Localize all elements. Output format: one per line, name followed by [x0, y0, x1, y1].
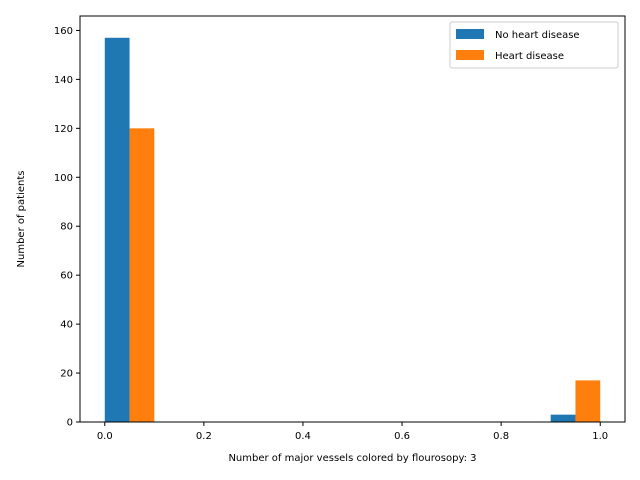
legend-label-no-heart-disease: No heart disease — [495, 30, 580, 41]
x-axis-ticks: 0.0 0.2 0.4 0.6 0.8 1.0 — [97, 422, 608, 442]
y-tick-label: 20 — [60, 369, 73, 380]
axes-frame — [79, 15, 626, 423]
y-tick-label: 120 — [54, 124, 73, 135]
bar-heart-disease-bin-1 — [575, 380, 601, 422]
y-axis-title: Number of patients — [16, 171, 27, 268]
x-tick-label: 0.0 — [97, 431, 113, 442]
y-tick-label: 60 — [60, 271, 73, 282]
y-tick-label: 100 — [54, 173, 73, 184]
bar-no-heart-disease-bin-0 — [104, 37, 130, 423]
x-tick-label: 1.0 — [592, 431, 608, 442]
y-tick-label: 140 — [54, 75, 73, 86]
bars-group — [104, 37, 601, 423]
bar-heart-disease-bin-0 — [129, 128, 155, 423]
legend-swatch-no-heart-disease — [456, 29, 484, 39]
legend: No heart disease Heart disease — [449, 21, 619, 69]
y-tick-label: 40 — [60, 320, 73, 331]
x-tick-label: 0.2 — [196, 431, 212, 442]
y-tick-label: 80 — [60, 222, 73, 233]
y-axis-ticks: 0 20 40 60 80 100 120 140 160 — [54, 26, 80, 429]
y-tick-label: 160 — [54, 26, 73, 37]
x-tick-label: 0.8 — [493, 431, 509, 442]
y-tick-label: 0 — [67, 418, 73, 429]
x-tick-label: 0.6 — [394, 431, 410, 442]
legend-box — [449, 21, 619, 69]
legend-label-heart-disease: Heart disease — [495, 51, 564, 62]
x-tick-label: 0.4 — [295, 431, 311, 442]
x-axis-title: Number of major vessels colored by flour… — [228, 453, 476, 464]
bar-no-heart-disease-bin-1 — [550, 414, 576, 422]
legend-swatch-heart-disease — [456, 50, 484, 60]
